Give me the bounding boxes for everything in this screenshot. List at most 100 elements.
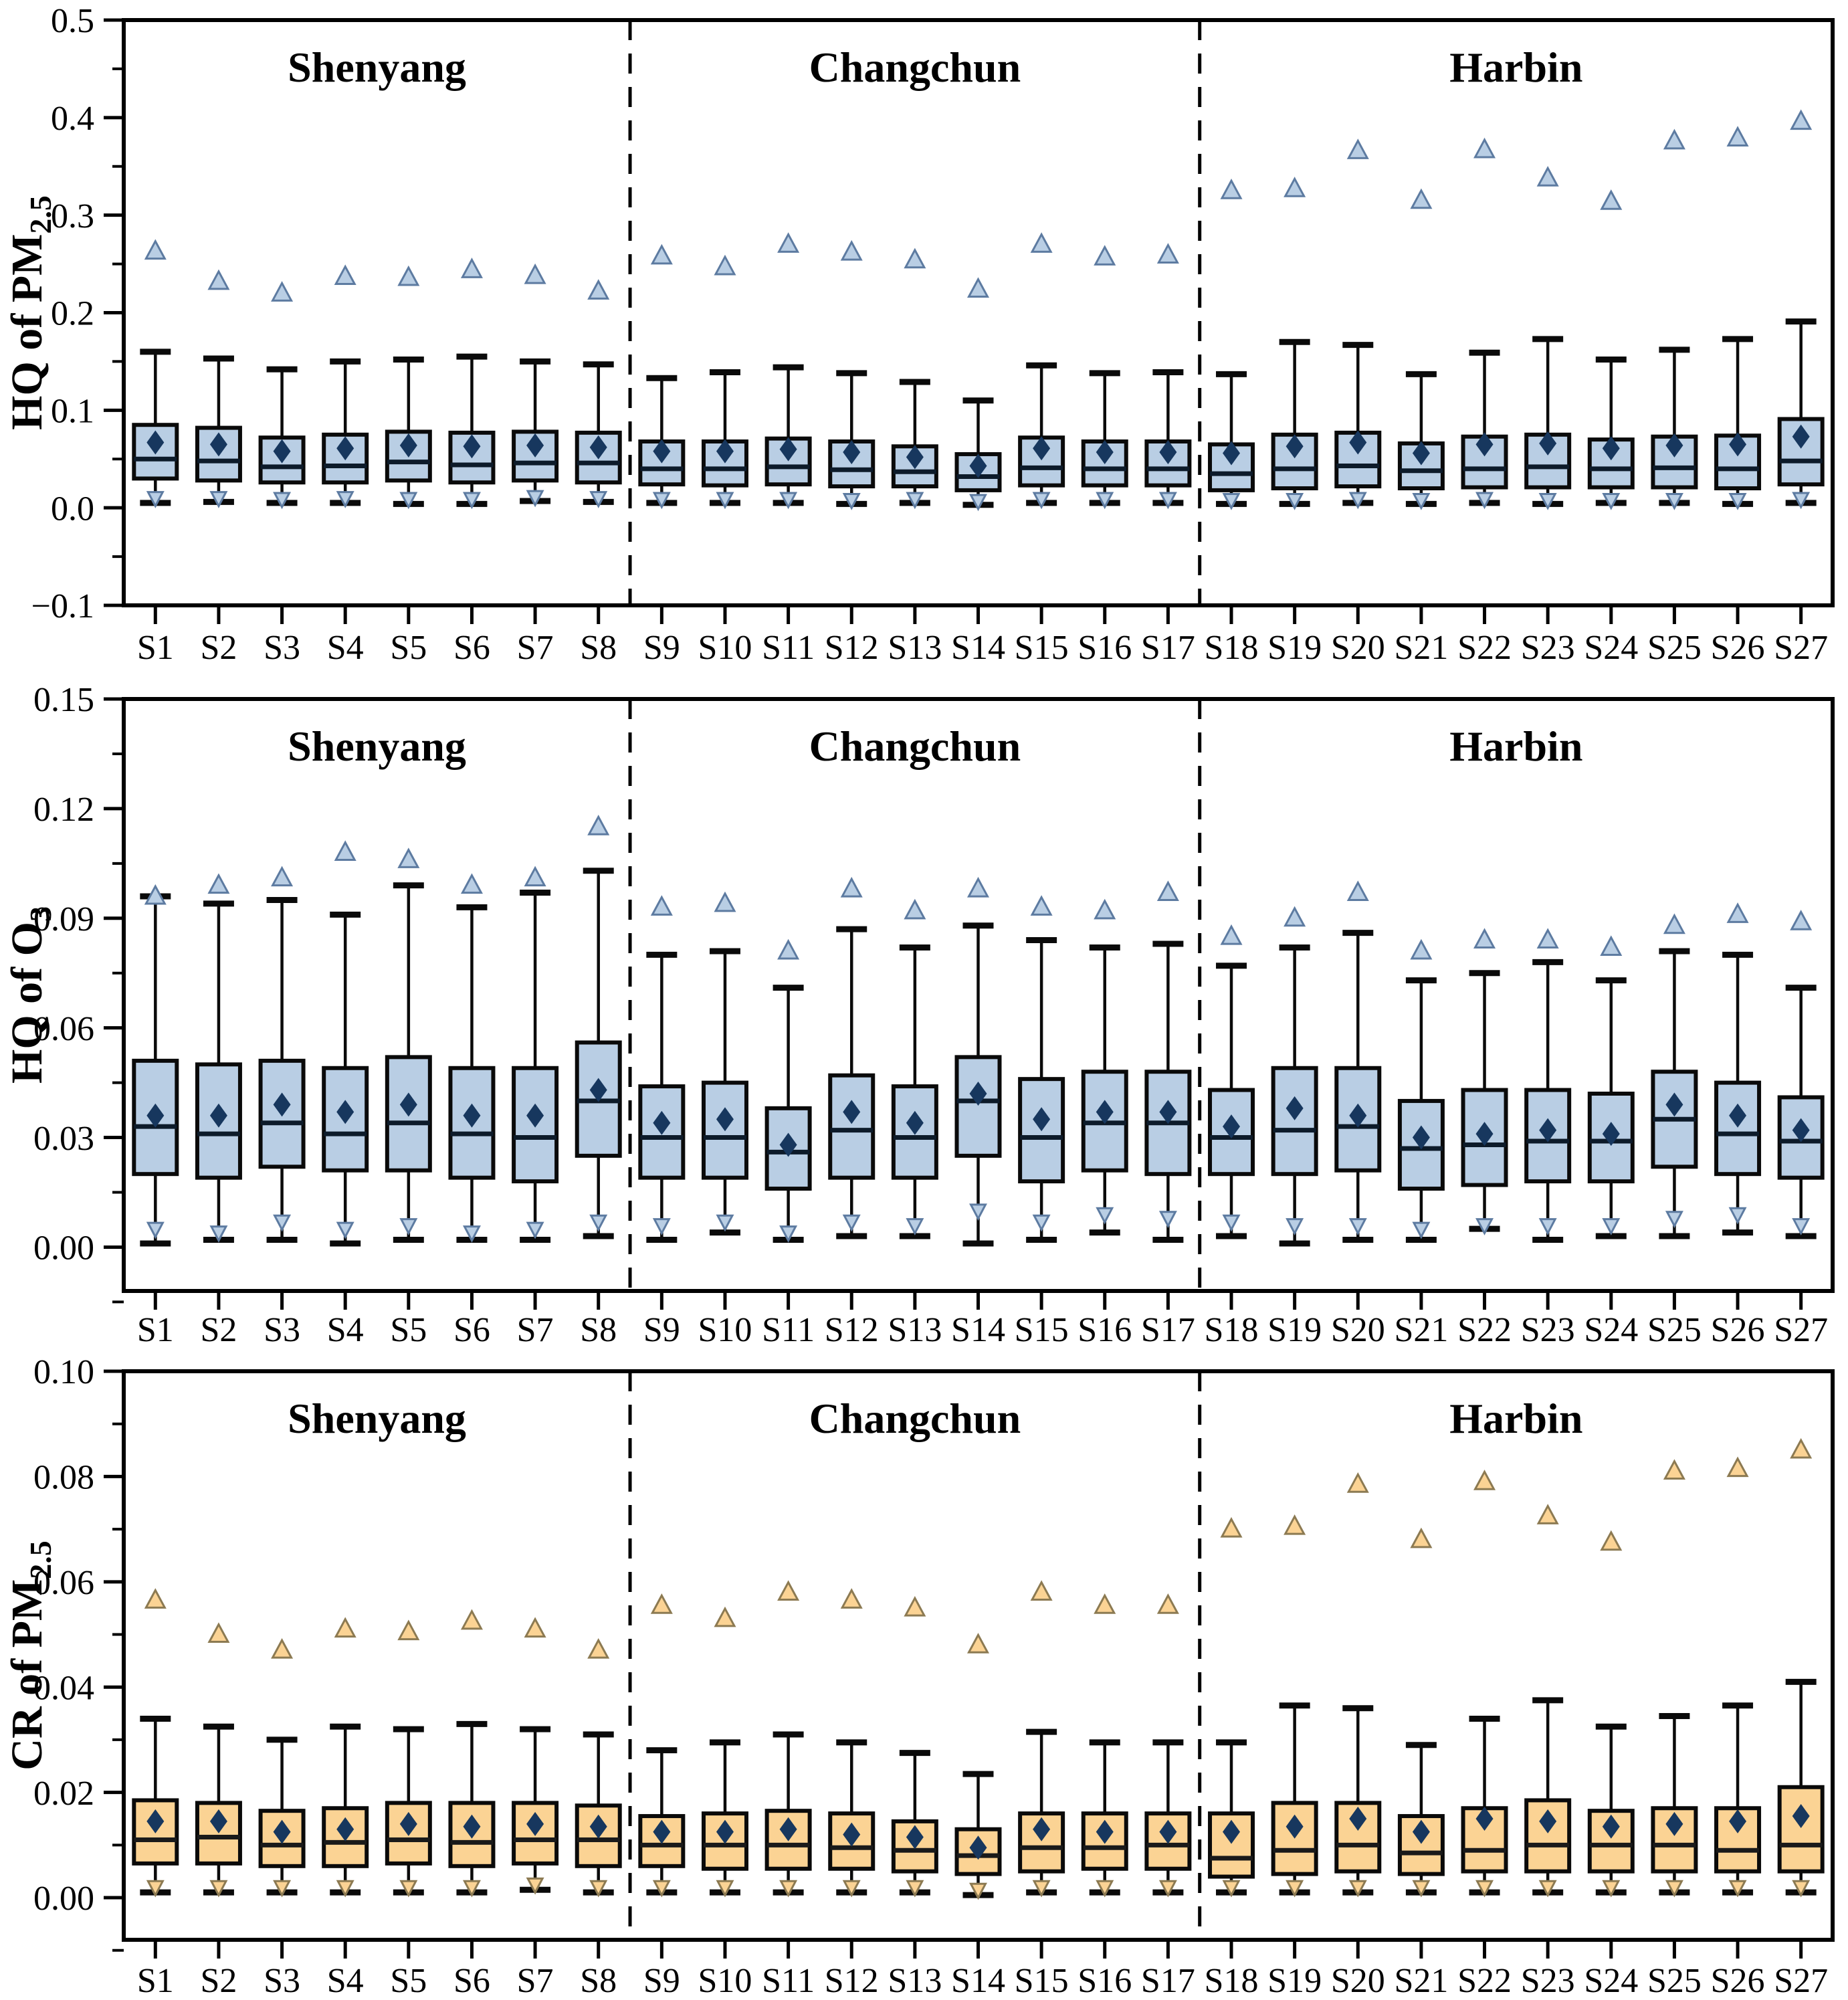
outlier-high-marker	[1284, 177, 1306, 197]
box-group-S7	[512, 263, 559, 508]
outlier-low-marker	[146, 1221, 165, 1239]
box-group-S6	[448, 258, 496, 510]
outlier-high-marker	[1284, 906, 1306, 927]
mean-marker	[1286, 1814, 1304, 1839]
x-tick-label-S23: S23	[1521, 629, 1575, 667]
outlier-low-marker	[1096, 492, 1114, 510]
mean-marker	[1096, 440, 1114, 465]
x-tick-label-S12: S12	[825, 629, 879, 667]
x-tick-label-S4: S4	[327, 1962, 364, 2000]
outlier-high-marker	[1473, 137, 1496, 159]
x-tick-label-S7: S7	[517, 1311, 554, 1349]
mean-marker	[779, 1817, 797, 1841]
x-tick-label-S13: S13	[888, 629, 942, 667]
box-group-S27	[1777, 109, 1825, 510]
outlier-high-marker	[1220, 924, 1243, 945]
outlier-high-marker	[1094, 1593, 1116, 1614]
mean-marker	[1602, 436, 1620, 461]
x-tick-label-S4: S4	[327, 1311, 364, 1349]
mean-marker	[336, 436, 354, 461]
box-group-S14	[954, 277, 1002, 512]
outlier-low-marker	[1538, 493, 1557, 510]
outlier-high-marker	[1536, 928, 1559, 949]
outlier-low-marker	[589, 1880, 608, 1898]
mean-marker	[906, 445, 924, 470]
x-tick-label-S27: S27	[1774, 1311, 1828, 1349]
box-group-S22	[1461, 137, 1508, 510]
mean-marker	[1412, 1819, 1430, 1844]
outlier-low-marker	[1475, 1880, 1494, 1898]
outlier-low-marker	[1158, 492, 1177, 510]
outlier-high-marker	[1346, 138, 1369, 159]
box-group-S4	[322, 1617, 369, 1898]
outlier-low-marker	[1032, 1214, 1051, 1232]
outlier-low-marker	[273, 1214, 292, 1232]
mean-marker	[1729, 1809, 1747, 1833]
mean-marker	[779, 437, 797, 462]
mean-marker	[1286, 1096, 1304, 1120]
outlier-high-marker	[271, 1637, 294, 1659]
outlier-high-marker	[460, 1609, 483, 1630]
mean-marker	[1286, 434, 1304, 459]
outlier-low-marker	[1032, 492, 1051, 510]
iqr-box	[1587, 1809, 1635, 1874]
outlier-low-marker	[1602, 493, 1621, 510]
outlier-low-marker	[1412, 493, 1431, 510]
y-tick-label: 0.08	[33, 1459, 94, 1497]
box-group-S5	[385, 847, 432, 1243]
mean-marker	[1792, 1804, 1810, 1829]
mean-marker	[589, 435, 607, 460]
y-tick-label: 0.02	[33, 1775, 94, 1813]
mean-marker	[653, 439, 671, 464]
box-group-S26	[1714, 126, 1762, 510]
box-group-S19	[1271, 177, 1318, 510]
outlier-low-marker	[1792, 1880, 1811, 1898]
outlier-low-marker	[399, 1880, 418, 1898]
outlier-low-marker	[336, 1880, 354, 1898]
box-group-S17	[1144, 1593, 1192, 1898]
outlier-high-marker	[334, 840, 356, 861]
x-tick-label-S23: S23	[1521, 1311, 1575, 1349]
x-tick-label-S18: S18	[1205, 629, 1259, 667]
iqr-box	[195, 1062, 242, 1180]
box-group-S13	[891, 247, 938, 510]
mean-marker	[779, 1132, 797, 1157]
outlier-low-marker	[779, 492, 798, 510]
outlier-low-marker	[842, 1880, 861, 1898]
outlier-low-marker	[462, 492, 481, 510]
outlier-low-marker	[906, 492, 924, 510]
outlier-high-marker	[1663, 913, 1685, 934]
box-group-S2	[195, 1622, 242, 1898]
outlier-low-marker	[1222, 493, 1241, 510]
y-tick-label: 0.00	[33, 1229, 94, 1268]
outlier-low-marker	[1286, 493, 1304, 510]
x-tick-label-S21: S21	[1394, 1962, 1448, 2000]
outlier-high-marker	[271, 281, 294, 302]
outlier-high-marker	[1220, 179, 1243, 199]
y-tick-label: 0.15	[33, 681, 94, 719]
box-group-S19	[1271, 906, 1318, 1247]
y-tick-label: −0.1	[31, 587, 94, 625]
x-tick-label-S15: S15	[1015, 1311, 1069, 1349]
outlier-high-marker	[1410, 938, 1433, 960]
outlier-low-marker	[1222, 1214, 1241, 1232]
outlier-high-marker	[334, 264, 356, 286]
mean-marker	[463, 434, 481, 459]
x-tick-label-S20: S20	[1331, 1962, 1385, 2000]
outlier-low-marker	[969, 1882, 987, 1900]
outlier-low-marker	[1412, 1221, 1431, 1239]
outlier-high-marker	[1600, 1530, 1623, 1551]
box-group-S24	[1587, 189, 1635, 510]
x-tick-label-S6: S6	[453, 629, 490, 667]
y-tick-label: 0.5	[51, 2, 94, 40]
box-group-S8	[575, 279, 622, 508]
mean-marker	[1665, 433, 1683, 458]
outlier-low-marker	[209, 491, 228, 508]
x-tick-label-S27: S27	[1774, 1962, 1828, 2000]
box-group-S22	[1461, 1470, 1508, 1898]
box-group-S16	[1081, 245, 1128, 510]
outlier-high-marker	[334, 1617, 356, 1638]
x-tick-label-S15: S15	[1015, 1962, 1069, 2000]
x-tick-label-S25: S25	[1647, 629, 1702, 667]
outlier-high-marker	[144, 239, 167, 260]
